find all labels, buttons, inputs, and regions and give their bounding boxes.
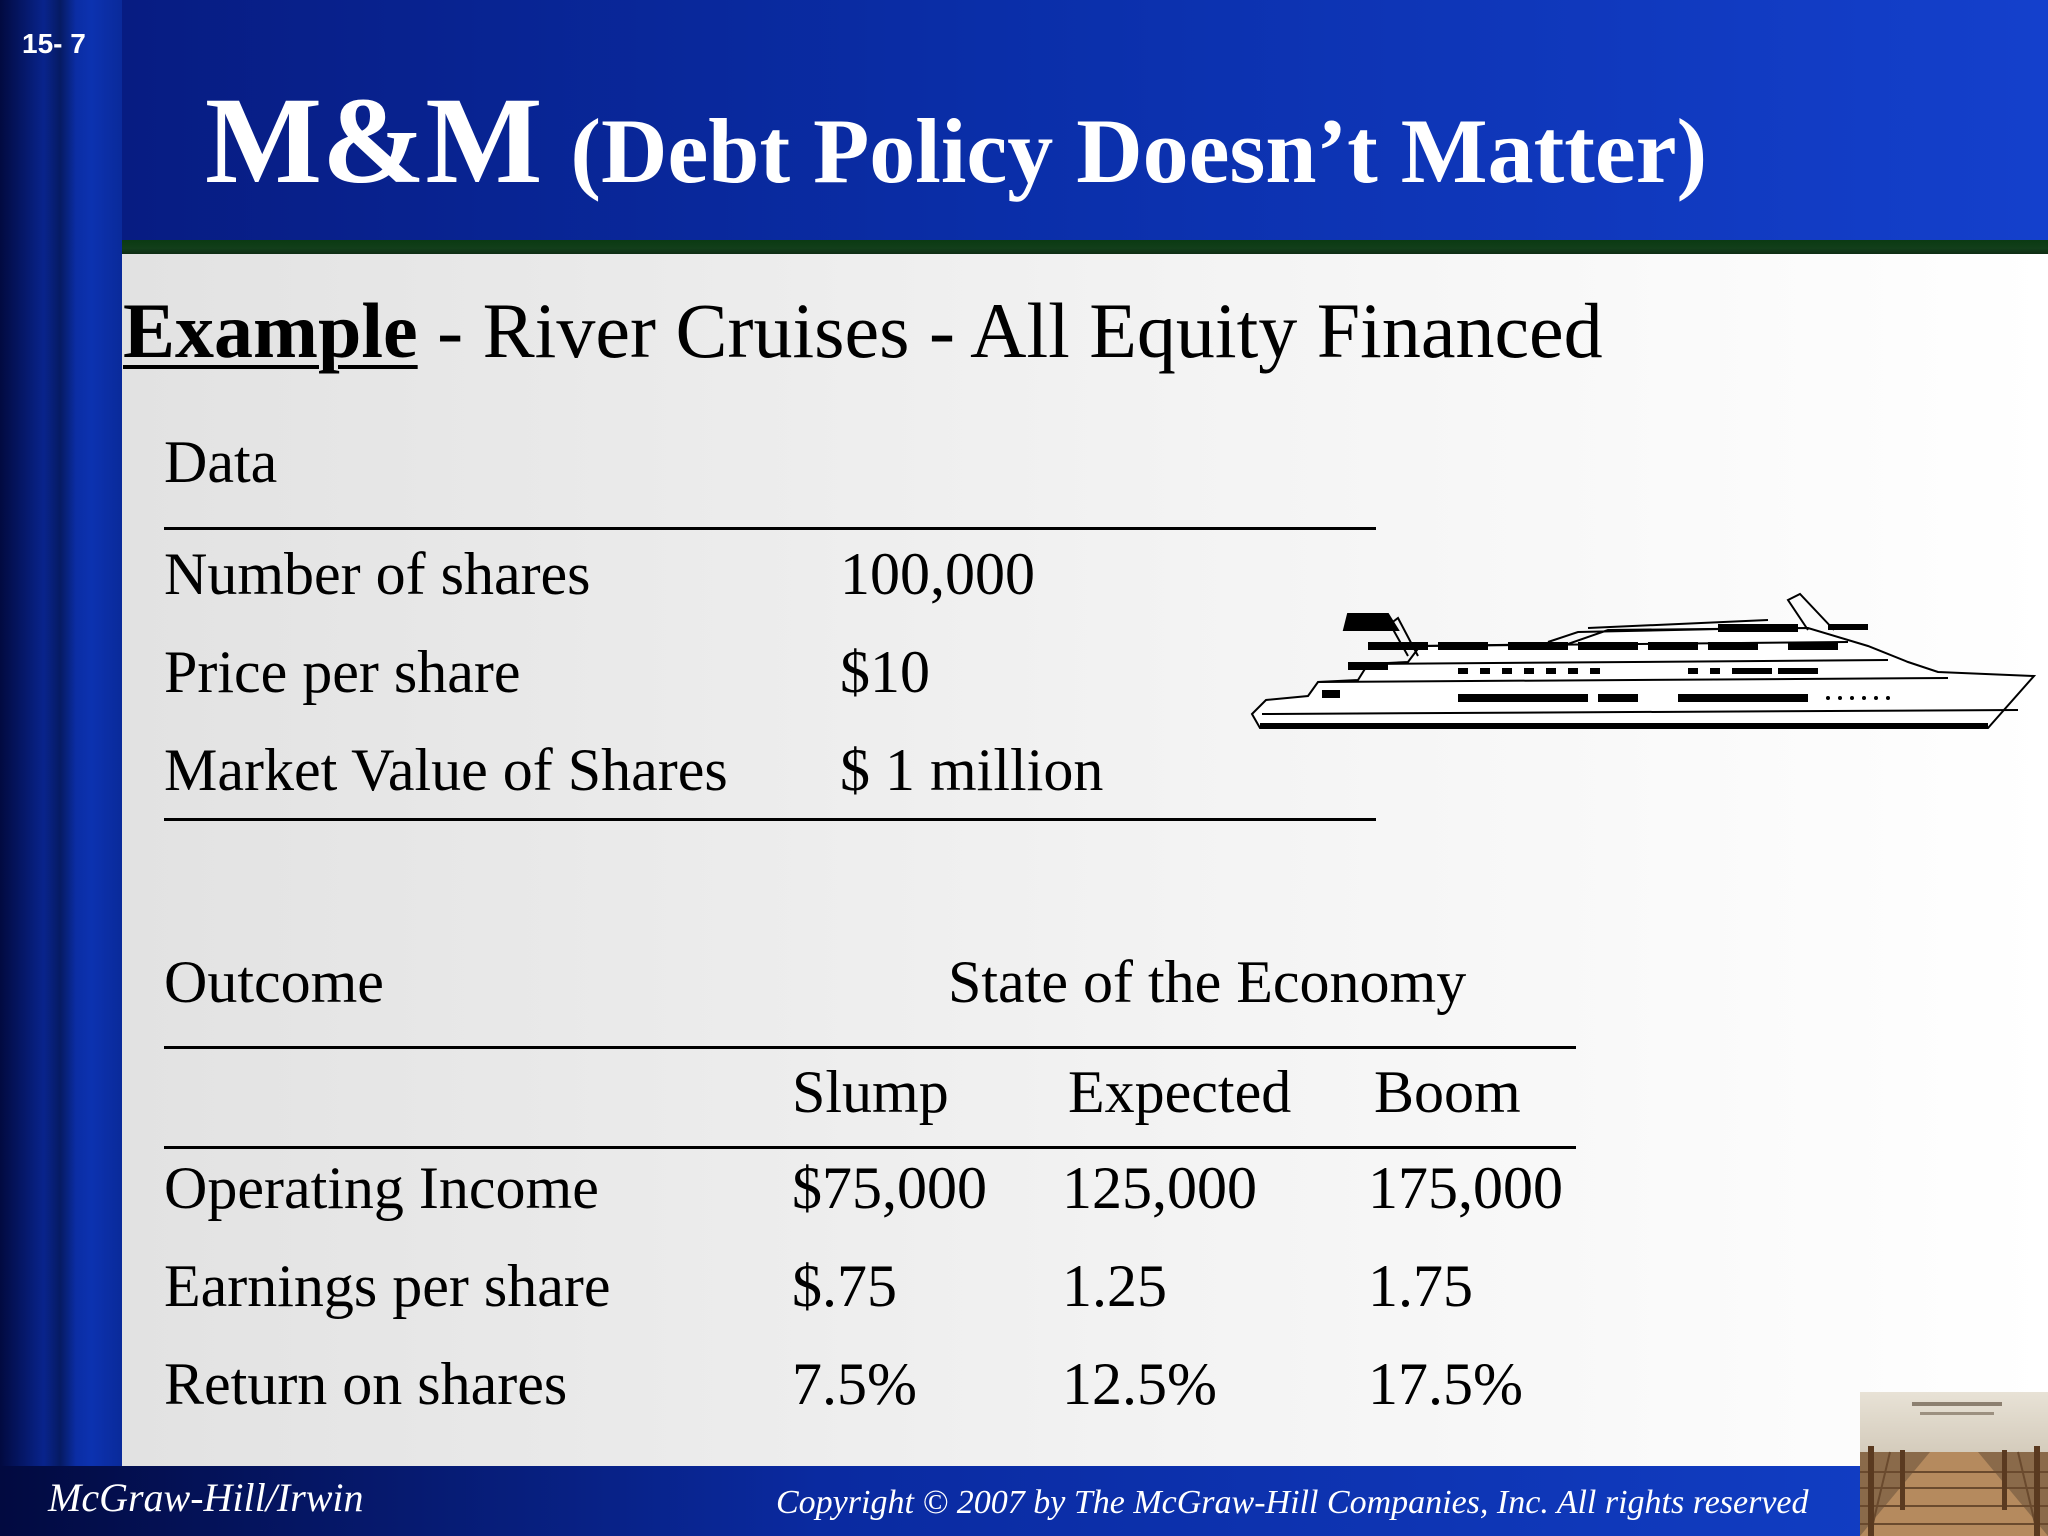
- outcome-heading: Outcome: [164, 949, 384, 1015]
- publisher-name: McGraw-Hill/Irwin: [48, 1475, 364, 1520]
- outcome-cell: 12.5%: [1062, 1351, 1217, 1417]
- outcome-row-label: Return on shares: [164, 1351, 568, 1417]
- outcome-header-rule: [164, 1146, 1576, 1149]
- column-header-boom: Boom: [1374, 1059, 1521, 1125]
- data-row-value: 100,000: [840, 541, 1035, 607]
- data-row-label: Price per share: [164, 639, 521, 705]
- example-label: Example: [123, 287, 418, 374]
- data-row-label: Market Value of Shares: [164, 737, 728, 803]
- data-heading: Data: [164, 429, 278, 495]
- outcome-cell: $75,000: [792, 1155, 987, 1221]
- example-text: - River Cruises - All Equity Financed: [417, 287, 1603, 374]
- slide-title: M&M (Debt Policy Doesn’t Matter): [205, 70, 1707, 212]
- outcome-row-label: Operating Income: [164, 1155, 599, 1221]
- cruise-ship-icon: [1250, 592, 2037, 729]
- outcome-cell: 125,000: [1062, 1155, 1257, 1221]
- outcome-cell: $.75: [792, 1253, 897, 1319]
- economy-heading: State of the Economy: [948, 949, 1467, 1015]
- data-row-label: Number of shares: [164, 541, 591, 607]
- book-cover-thumbnail-icon: [1860, 1392, 2048, 1536]
- example-heading: Example - River Cruises - All Equity Fin…: [123, 286, 1603, 376]
- column-header-slump: Slump: [792, 1059, 949, 1125]
- outcome-cell: 1.25: [1062, 1253, 1167, 1319]
- title-divider: [122, 240, 2048, 254]
- outcome-top-rule: [164, 1046, 1576, 1049]
- column-header-expected: Expected: [1068, 1059, 1292, 1125]
- outcome-cell: 1.75: [1368, 1253, 1473, 1319]
- title-subtitle: (Debt Policy Doesn’t Matter): [570, 100, 1708, 202]
- outcome-cell: 7.5%: [792, 1351, 917, 1417]
- title-banner: [122, 0, 2048, 240]
- data-row-value: $ 1 million: [840, 737, 1104, 803]
- footer-bar: [0, 1466, 2048, 1536]
- outcome-row-label: Earnings per share: [164, 1253, 611, 1319]
- data-bottom-rule: [164, 818, 1376, 821]
- data-row-value: $10: [840, 639, 930, 705]
- data-top-rule: [164, 527, 1376, 530]
- copyright-notice: Copyright © 2007 by The McGraw-Hill Comp…: [776, 1484, 1809, 1521]
- slide-number: 15- 7: [22, 28, 86, 59]
- outcome-cell: 17.5%: [1368, 1351, 1523, 1417]
- title-main: M&M: [205, 72, 543, 209]
- outcome-cell: 175,000: [1368, 1155, 1563, 1221]
- left-sidebar-bar: [0, 0, 122, 1536]
- content-area: [122, 254, 2048, 1466]
